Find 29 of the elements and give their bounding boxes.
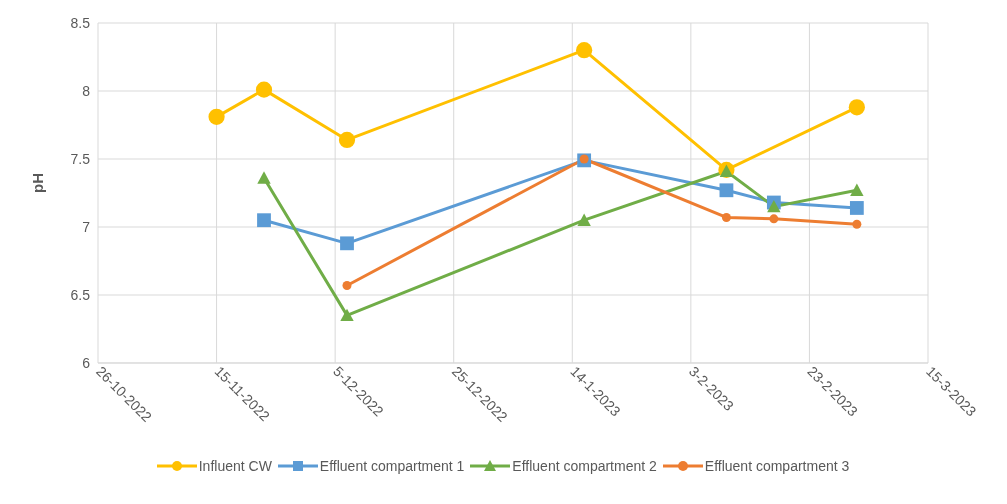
point <box>848 99 865 116</box>
point <box>719 183 734 198</box>
y-tick-label: 7 <box>82 218 91 235</box>
y-tick-label: 6.5 <box>70 286 91 303</box>
point <box>208 108 225 125</box>
point <box>850 183 864 196</box>
point <box>340 308 354 322</box>
point <box>577 213 591 226</box>
y-tick-label: 6 <box>82 354 91 371</box>
point <box>257 171 271 184</box>
point <box>342 280 352 290</box>
y-tick-label: 7.5 <box>70 150 91 167</box>
point <box>852 219 862 229</box>
point <box>767 199 781 213</box>
legend-label: Effluent compartment 3 <box>704 458 850 474</box>
legend-label: Effluent compartment 1 <box>319 458 465 474</box>
point <box>576 42 593 59</box>
point <box>340 236 354 251</box>
legend-label: Effluent compartment 2 <box>512 458 657 474</box>
y-tick-label: 8 <box>82 82 91 99</box>
point <box>769 214 779 224</box>
point <box>338 131 356 149</box>
point <box>721 212 731 222</box>
point <box>257 213 271 228</box>
point <box>849 201 864 215</box>
y-axis-title: pH <box>29 173 47 193</box>
legend-label: Influent CW <box>198 458 272 474</box>
y-tick-label: 8.5 <box>70 14 91 31</box>
point <box>255 81 273 98</box>
